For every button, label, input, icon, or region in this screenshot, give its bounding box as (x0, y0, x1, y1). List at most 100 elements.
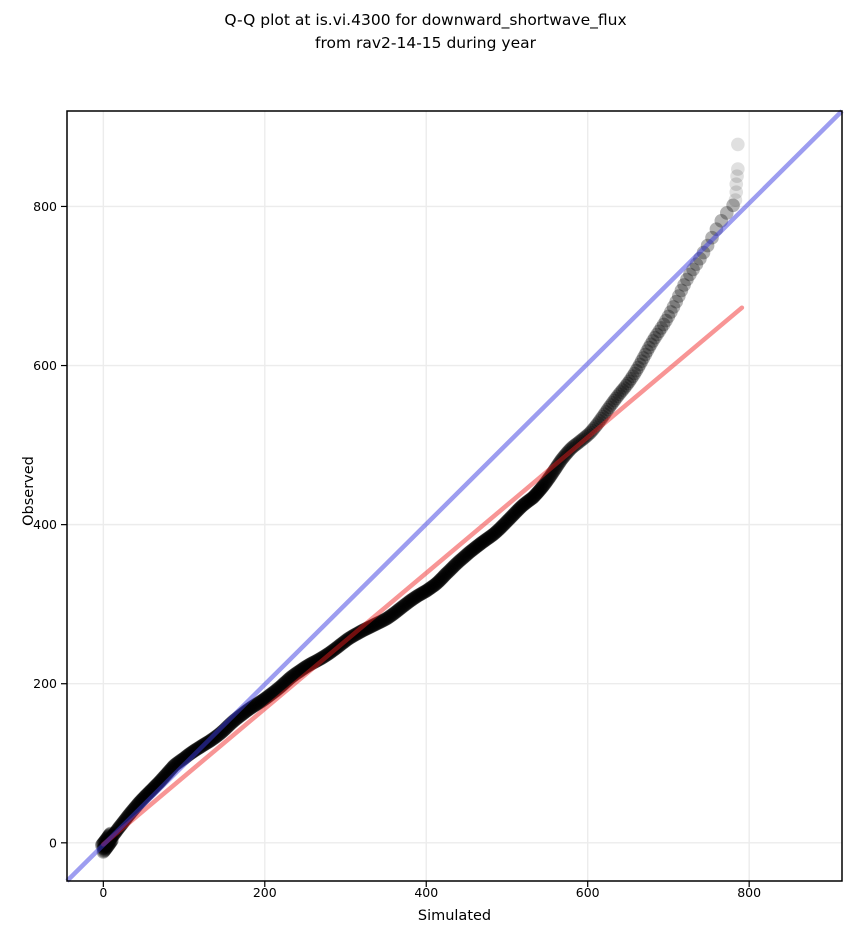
qq-point (592, 414, 607, 428)
qq-point (382, 609, 397, 624)
qq-point (389, 605, 404, 619)
qq-point (428, 578, 442, 592)
qq-point (677, 278, 691, 292)
qq-point (409, 589, 424, 604)
qq-point (379, 612, 393, 626)
qq-point (350, 626, 364, 641)
chart-title-line1: Q-Q plot at is.vi.4300 for downward_shor… (224, 11, 627, 29)
qq-point (497, 517, 512, 531)
qq-point (604, 398, 618, 412)
qq-point (466, 542, 481, 556)
qq-point (580, 428, 595, 443)
qq-point (508, 505, 523, 520)
qq-point (403, 594, 417, 608)
qq-point (406, 591, 421, 606)
qq-point (538, 476, 553, 490)
qq-point (558, 448, 573, 462)
qq-point (427, 578, 441, 593)
qq-point (101, 829, 116, 843)
qq-point (550, 459, 564, 473)
qq-point (631, 360, 645, 375)
qq-point (467, 541, 482, 556)
qq-point (459, 548, 473, 563)
qq-point (369, 617, 384, 631)
qq-point (287, 667, 302, 682)
qq-point (554, 453, 568, 468)
qq-point (342, 631, 357, 645)
qq-point (541, 473, 555, 487)
qq-point (281, 672, 296, 687)
qq-point (376, 613, 390, 628)
qq-point (448, 557, 463, 572)
qq-point (301, 658, 316, 673)
qq-point (462, 545, 477, 560)
qq-point (518, 496, 532, 511)
qq-point (333, 638, 348, 652)
qq-point (302, 658, 316, 672)
qq-point (266, 685, 280, 700)
qq-point (248, 698, 263, 712)
qq-point (529, 487, 543, 502)
qq-point (278, 675, 293, 689)
qq-point (319, 648, 334, 662)
qq-point (642, 340, 656, 355)
qq-point (424, 580, 439, 594)
qq-point (287, 668, 301, 682)
qq-point (433, 572, 448, 587)
qq-point (495, 519, 509, 534)
qq-point (299, 659, 314, 674)
qq-point (405, 592, 420, 606)
qq-point (513, 500, 528, 515)
qq-point (501, 513, 516, 527)
qq-point (540, 474, 554, 488)
qq-point (503, 511, 517, 526)
qq-point (388, 605, 403, 620)
qq-point (485, 528, 499, 543)
plot-border (66, 110, 843, 882)
qq-point (272, 680, 287, 695)
qq-point (261, 689, 276, 703)
qq-tail-point (731, 137, 745, 152)
qq-point (277, 676, 291, 691)
qq-point (476, 534, 491, 549)
qq-point (439, 567, 453, 581)
qq-point (423, 581, 437, 596)
qq-point (363, 620, 377, 634)
qq-point (263, 688, 278, 702)
qq-point (487, 526, 502, 541)
qq-point (486, 528, 500, 542)
qq-point (524, 492, 538, 507)
qq-point (378, 612, 392, 627)
qq-point (402, 595, 416, 609)
qq-point (672, 289, 686, 303)
qq-point (374, 614, 389, 629)
qq-point (398, 597, 413, 612)
qq-point (429, 577, 443, 591)
qq-point (444, 562, 459, 576)
qq-point (597, 407, 612, 422)
qq-point (367, 617, 382, 632)
qq-point (683, 267, 697, 282)
qq-point (285, 669, 299, 684)
qq-point (260, 690, 274, 705)
qq-point (456, 550, 471, 565)
qq-point (321, 647, 336, 661)
qq-point (588, 420, 602, 434)
qq-point (552, 456, 566, 471)
qq-point (245, 699, 260, 714)
qq-point (680, 272, 694, 287)
qq-point (353, 625, 367, 639)
qq-point (257, 692, 271, 707)
qq-point (489, 525, 503, 539)
qq-point (622, 374, 637, 389)
qq-point (559, 446, 574, 461)
qq-point (394, 600, 409, 615)
qq-point (338, 634, 352, 649)
qq-point (596, 409, 610, 424)
qq-point (585, 423, 599, 438)
qq-point (468, 540, 483, 555)
qq-point (434, 572, 449, 586)
qq-point (252, 695, 267, 710)
qq-point (619, 379, 633, 393)
qq-point (312, 652, 326, 667)
